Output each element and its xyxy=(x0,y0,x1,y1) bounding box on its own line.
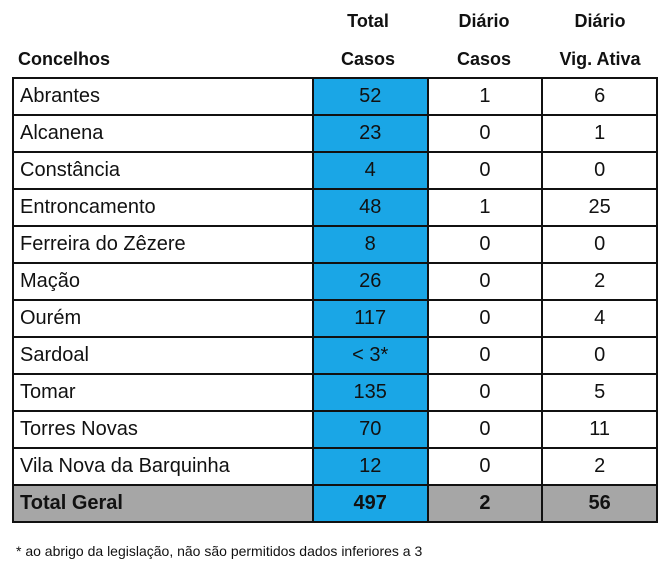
vig-ativa-cell: 2 xyxy=(541,262,658,301)
total-cell: 4 xyxy=(311,151,429,190)
vig-ativa-cell: 0 xyxy=(541,151,658,190)
vig-ativa-cell: 6 xyxy=(541,77,658,116)
table-row: Tomar 135 0 5 xyxy=(12,373,658,412)
table-row: Abrantes 52 1 6 xyxy=(12,77,658,116)
diario-casos-cell: 0 xyxy=(426,299,544,338)
concelho-cell: Entroncamento xyxy=(12,188,314,227)
vig-ativa-cell: 0 xyxy=(541,336,658,375)
total-cell: 70 xyxy=(311,410,429,449)
total-cell: 23 xyxy=(311,114,429,153)
header-vig-ativa-line1: Diário xyxy=(574,11,626,31)
table-row: Alcanena 23 0 1 xyxy=(12,114,658,153)
header-diario-casos-line1: Diário xyxy=(458,11,510,31)
diario-casos-cell: 0 xyxy=(426,373,544,412)
diario-casos-cell: 0 xyxy=(426,151,544,190)
vig-ativa-cell: 5 xyxy=(541,373,658,412)
vig-ativa-cell: 0 xyxy=(541,225,658,264)
vig-ativa-cell: 2 xyxy=(541,447,658,486)
concelho-cell: Mação xyxy=(12,262,314,301)
diario-casos-cell: 0 xyxy=(426,114,544,153)
table-row: Entroncamento 48 1 25 xyxy=(12,188,658,227)
total-cell: 26 xyxy=(311,262,429,301)
vig-ativa-cell: 25 xyxy=(541,188,658,227)
concelho-cell: Ourém xyxy=(12,299,314,338)
table-row: Constância 4 0 0 xyxy=(12,151,658,190)
header-diario-casos-line2: Casos xyxy=(456,49,512,69)
header-vig-ativa-line2: Vig. Ativa xyxy=(559,49,641,69)
total-cell: 117 xyxy=(311,299,429,338)
table-row: Torres Novas 70 0 11 xyxy=(12,410,658,449)
vig-ativa-cell: 11 xyxy=(541,410,658,449)
diario-casos-cell: 1 xyxy=(426,77,544,116)
vig-ativa-cell: 4 xyxy=(541,299,658,338)
total-cell: 12 xyxy=(311,447,429,486)
diario-casos-cell: 0 xyxy=(426,410,544,449)
table-row: Mação 26 0 2 xyxy=(12,262,658,301)
header-concelhos: Concelhos xyxy=(18,49,111,69)
concelho-cell: Constância xyxy=(12,151,314,190)
concelho-cell: Sardoal xyxy=(12,336,314,375)
footnote: * ao abrigo da legislação, não são permi… xyxy=(16,543,423,559)
diario-casos-cell: 1 xyxy=(426,188,544,227)
concelho-cell: Tomar xyxy=(12,373,314,412)
total-cell: < 3* xyxy=(311,336,429,375)
totals-total-cell: 497 xyxy=(311,484,429,523)
diario-casos-cell: 0 xyxy=(426,447,544,486)
totals-vig-ativa-cell: 56 xyxy=(541,484,658,523)
total-cell: 8 xyxy=(311,225,429,264)
concelho-cell: Abrantes xyxy=(12,77,314,116)
table-row: Vila Nova da Barquinha 12 0 2 xyxy=(12,447,658,486)
totals-label: Total Geral xyxy=(12,484,314,523)
header-total-line2: Casos xyxy=(340,49,396,69)
totals-diario-casos-cell: 2 xyxy=(426,484,544,523)
header-total-line1: Total xyxy=(347,11,389,31)
concelho-cell: Alcanena xyxy=(12,114,314,153)
diario-casos-cell: 0 xyxy=(426,336,544,375)
total-cell: 52 xyxy=(311,77,429,116)
vig-ativa-cell: 1 xyxy=(541,114,658,153)
cases-table: Abrantes 52 1 6 Alcanena 23 0 1 Constânc… xyxy=(12,77,658,523)
diario-casos-cell: 0 xyxy=(426,262,544,301)
table-row: Ferreira do Zêzere 8 0 0 xyxy=(12,225,658,264)
table-row: Ourém 117 0 4 xyxy=(12,299,658,338)
total-cell: 48 xyxy=(311,188,429,227)
diario-casos-cell: 0 xyxy=(426,225,544,264)
totals-row: Total Geral 497 2 56 xyxy=(12,484,658,523)
concelho-cell: Torres Novas xyxy=(12,410,314,449)
concelho-cell: Vila Nova da Barquinha xyxy=(12,447,314,486)
concelho-cell: Ferreira do Zêzere xyxy=(12,225,314,264)
table-row: Sardoal < 3* 0 0 xyxy=(12,336,658,375)
total-cell: 135 xyxy=(311,373,429,412)
table-header: Concelhos Total Casos Diário Casos Diári… xyxy=(0,0,670,78)
